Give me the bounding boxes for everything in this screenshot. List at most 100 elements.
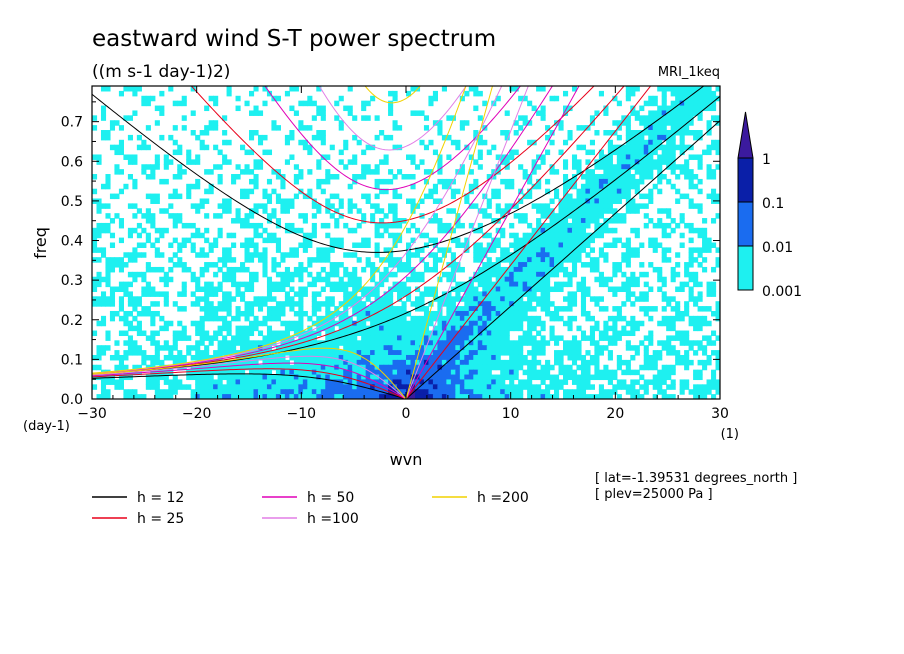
spectrum-cell — [123, 310, 129, 317]
spectrum-cell — [441, 369, 447, 376]
spectrum-cell — [365, 144, 371, 151]
spectrum-cell — [195, 134, 201, 141]
spectrum-cell — [280, 208, 286, 214]
spectrum-cell — [500, 130, 506, 136]
spectrum-cell — [446, 296, 452, 302]
spectrum-cell — [213, 310, 219, 317]
spectrum-cell — [213, 389, 219, 395]
spectrum-cell — [491, 188, 497, 195]
spectrum-cell — [181, 306, 187, 312]
spectrum-cell — [406, 384, 412, 390]
spectrum-cell — [293, 266, 299, 273]
spectrum-cell — [697, 115, 703, 121]
spectrum-cell — [190, 320, 196, 327]
spectrum-cell — [549, 95, 555, 102]
spectrum-cell — [639, 115, 645, 121]
spectrum-cell — [92, 247, 98, 253]
spectrum-cell — [136, 271, 142, 278]
spectrum-cell — [715, 379, 720, 385]
spectrum-cell — [643, 149, 649, 156]
spectrum-cell — [392, 335, 398, 341]
spectrum-cell — [406, 174, 412, 180]
spectrum-cell — [706, 149, 712, 156]
spectrum-cell — [406, 262, 412, 268]
spectrum-cell — [325, 359, 331, 366]
spectrum-cell — [316, 369, 322, 376]
spectrum-cell — [195, 320, 201, 327]
spectrum-cell — [311, 359, 317, 366]
spectrum-cell — [697, 95, 703, 102]
spectrum-cell — [576, 169, 582, 175]
spectrum-cell — [352, 227, 358, 234]
spectrum-cell — [154, 198, 160, 204]
spectrum-cell — [204, 354, 210, 361]
spectrum-cell — [338, 198, 344, 204]
spectrum-cell — [495, 301, 501, 307]
spectrum-cell — [625, 125, 631, 131]
spectrum-cell — [643, 310, 649, 317]
spectrum-cell — [145, 174, 151, 180]
spectrum-cell — [571, 222, 578, 229]
spectrum-cell — [410, 335, 416, 341]
spectrum-cell — [141, 169, 147, 175]
spectrum-cell — [527, 330, 533, 337]
spectrum-cell — [181, 281, 187, 288]
mrg-curve-h200 — [92, 86, 467, 374]
spectrum-cell — [531, 340, 537, 346]
spectrum-cell — [100, 374, 107, 381]
spectrum-cell — [504, 364, 510, 371]
spectrum-cell — [320, 379, 326, 385]
spectrum-cell — [589, 247, 595, 253]
spectrum-cell — [428, 345, 434, 351]
spectrum-cell — [446, 306, 452, 312]
spectrum-cell — [679, 110, 685, 116]
spectrum-cell — [446, 222, 452, 229]
spectrum-cell — [392, 232, 398, 239]
spectrum-cell — [437, 169, 443, 175]
spectrum-cell — [145, 379, 151, 385]
spectrum-cell — [410, 252, 416, 258]
spectrum-cell — [419, 389, 425, 395]
spectrum-cell — [325, 222, 331, 229]
spectrum-cell — [266, 315, 273, 322]
spectrum-cell — [172, 174, 178, 180]
spectrum-cell — [217, 384, 223, 390]
spectrum-cell — [432, 183, 438, 190]
spectrum-cell — [446, 271, 452, 278]
spectrum-cell — [388, 354, 394, 361]
spectrum-cell — [684, 364, 690, 371]
spectrum-cell — [697, 252, 703, 258]
spectrum-cell — [549, 330, 555, 337]
spectrum-cell — [347, 394, 353, 399]
spectrum-cell — [168, 213, 174, 219]
spectrum-cell — [513, 364, 519, 371]
spectrum-cell — [190, 354, 196, 361]
spectrum-cell — [473, 350, 479, 356]
spectrum-cell — [244, 218, 250, 224]
spectrum-cell — [226, 276, 232, 283]
spectrum-cell — [684, 86, 690, 92]
spectrum-cell — [585, 174, 591, 180]
spectrum-cell — [598, 330, 604, 337]
spectrum-cell — [693, 86, 699, 92]
spectrum-cell — [419, 384, 425, 390]
spectrum-cell — [392, 125, 398, 131]
spectrum-cell — [275, 262, 281, 268]
spectrum-cell — [356, 310, 362, 317]
spectrum-cell — [208, 389, 214, 395]
spectrum-cell — [275, 369, 281, 376]
spectrum-cell — [455, 281, 461, 288]
spectrum-cell — [459, 266, 465, 273]
spectrum-cell — [262, 257, 268, 263]
spectrum-cell — [410, 198, 416, 204]
spectrum-cell — [518, 394, 524, 399]
spectrum-cell — [621, 159, 627, 165]
spectrum-cell — [545, 306, 551, 312]
spectrum-cell — [289, 252, 295, 258]
spectrum-cell — [302, 359, 308, 366]
spectrum-cell — [150, 193, 156, 200]
spectrum-cell — [275, 384, 281, 390]
spectrum-cell — [177, 100, 183, 107]
y-tick-label: 0.3 — [61, 273, 83, 289]
spectrum-cell — [563, 340, 569, 346]
